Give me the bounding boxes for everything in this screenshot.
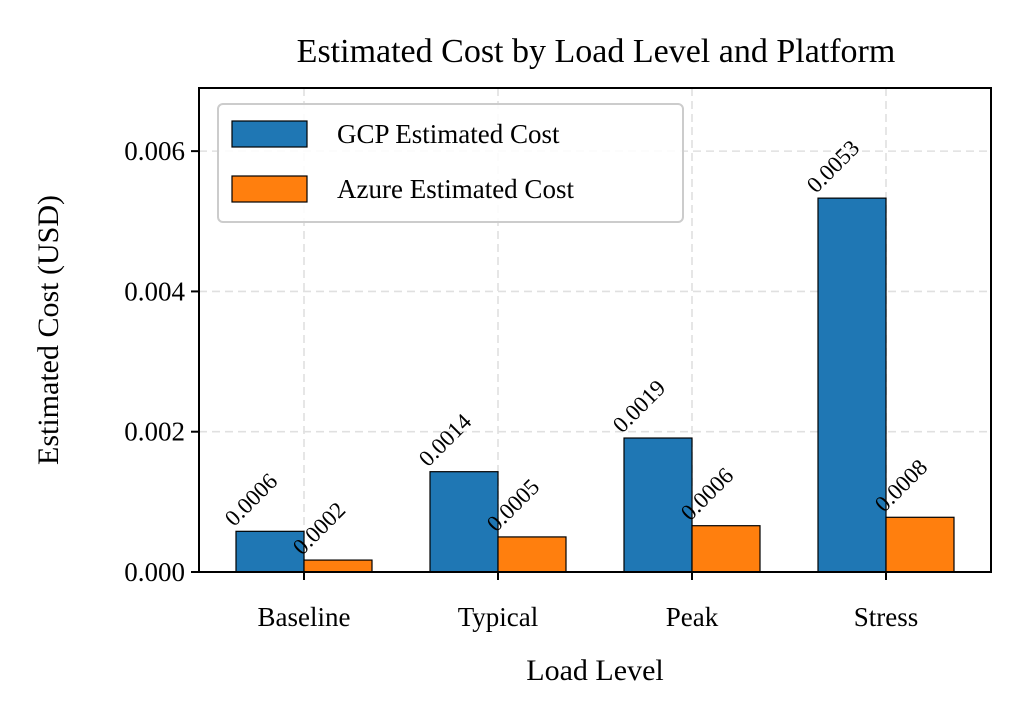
bar-value-label: 0.0014 [414,408,477,471]
gcp-bar-stress [817,197,887,573]
legend-swatch-gcp [231,120,308,148]
y-tick-label: 0.006 [124,136,185,166]
chart-title: Estimated Cost by Load Level and Platfor… [297,33,896,70]
bar-value-label: 0.0006 [220,468,282,530]
bar-value-label: 0.0002 [288,497,350,559]
x-tick-label: Peak [666,602,719,632]
y-tick-label: 0.000 [124,557,185,587]
azure-bar-stress [885,516,955,573]
legend-box [217,103,684,223]
x-tick-label: Baseline [258,602,351,632]
y-tick-label: 0.004 [124,276,185,306]
azure-bar-baseline [303,559,373,573]
azure-bar-peak [691,525,761,573]
gcp-bar-peak [623,437,693,573]
plot-frame [198,87,992,573]
x-axis-label: Load Level [526,654,663,687]
legend: GCP Estimated Cost Azure Estimated Cost [217,103,684,223]
bar-value-label: 0.0019 [608,375,670,437]
y-axis-ticks: 0.000 0.002 0.004 0.006 [124,136,199,587]
x-axis-ticks: Baseline Typical Peak Stress [258,572,919,632]
x-tick-label: Typical [458,602,539,632]
gcp-bar-typical [429,471,499,573]
y-tick-label: 0.002 [124,417,185,447]
azure-bar-typical [497,536,567,573]
y-axis-label: Estimated Cost (USD) [32,195,65,465]
legend-swatch-azure [231,175,308,203]
legend-label-gcp: GCP Estimated Cost [337,119,560,149]
legend-label-azure: Azure Estimated Cost [337,174,574,204]
x-tick-label: Stress [854,602,919,632]
bars [235,197,955,573]
bar-value-label: 0.0053 [802,135,864,197]
